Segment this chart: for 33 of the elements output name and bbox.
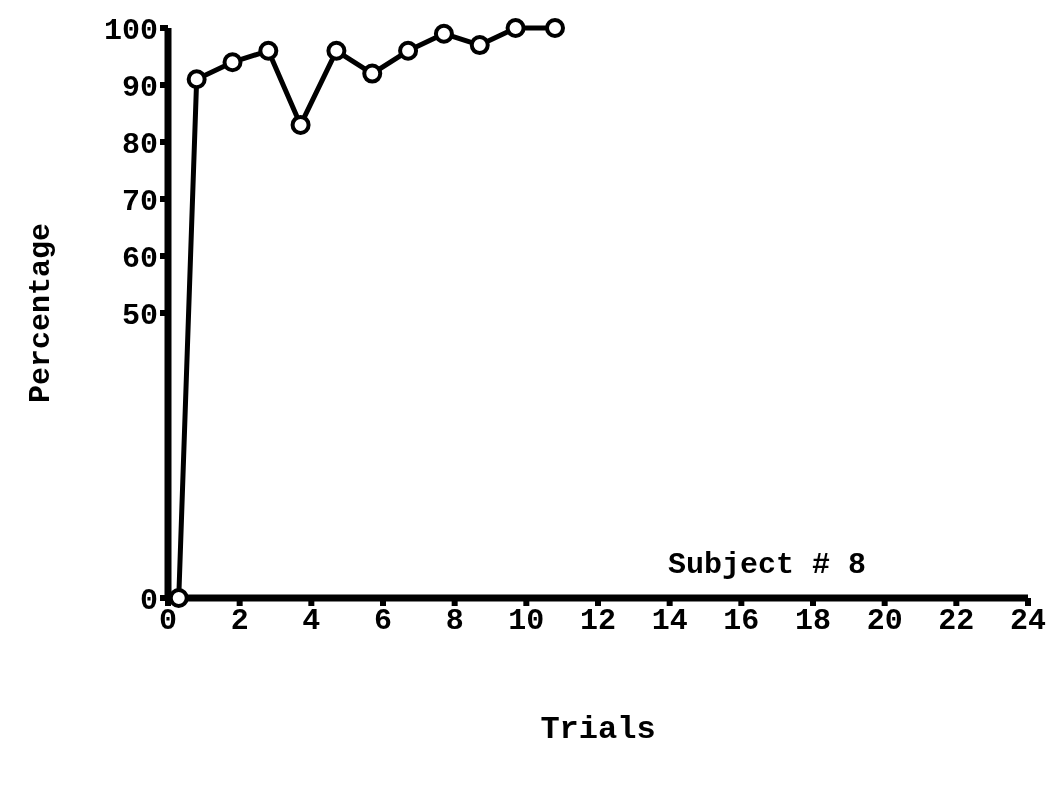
point [290, 114, 311, 135]
y-tick-label: 60 [121, 241, 158, 276]
x-tick-label: 4 [302, 604, 321, 639]
point [469, 35, 490, 56]
x-tick-label: 6 [373, 604, 393, 639]
x-tick-label: 18 [794, 604, 832, 639]
point [186, 69, 207, 90]
y-axis-title: Percentage [23, 222, 58, 404]
point [326, 40, 347, 61]
point [258, 40, 279, 61]
x-axis-title: Trials [540, 711, 656, 748]
x-tick-label: 8 [445, 604, 464, 639]
y-tick-label: 100 [103, 13, 158, 48]
y-tick-label: 70 [121, 184, 158, 219]
x-tick-label: 16 [723, 604, 760, 639]
point [433, 23, 454, 44]
x-tick-label: 12 [579, 604, 617, 639]
x-tick-label: 24 [1009, 604, 1047, 639]
point [362, 63, 383, 84]
point [545, 18, 565, 38]
x-tick-label: 2 [230, 604, 249, 639]
point [505, 18, 526, 38]
point [398, 40, 419, 61]
x-tick-label: 22 [938, 604, 975, 639]
point [168, 588, 189, 608]
y-tick-label: 50 [121, 298, 158, 333]
point [222, 52, 243, 73]
x-tick-label: 14 [651, 604, 688, 639]
x-tick-label: 10 [508, 604, 545, 639]
y-tick-label: 80 [121, 127, 158, 162]
annotation: Subject # 8 [668, 548, 867, 582]
x-tick-label: 20 [866, 604, 903, 639]
y-tick-label: 90 [121, 70, 158, 105]
